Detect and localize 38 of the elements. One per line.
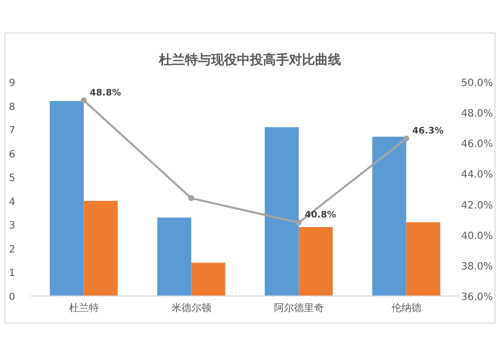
y-tick-label: 6 (8, 149, 16, 160)
bar (264, 127, 299, 296)
y2-tick-label: 48.0% (461, 108, 493, 120)
y-tick-label: 5 (8, 173, 16, 184)
y2-tick-label: 46.0% (461, 139, 493, 150)
point (296, 220, 302, 226)
data-label: 48.8% (90, 88, 121, 98)
bar (406, 222, 440, 296)
bar (372, 136, 406, 296)
bar (191, 262, 226, 296)
y-tick-label: 1 (8, 268, 16, 280)
data-label: 46.3% (412, 126, 444, 137)
bar (84, 200, 118, 296)
y2-tick-label: 50.0% (461, 78, 493, 89)
bar (157, 218, 192, 296)
y-tick-label: 8 (8, 102, 16, 113)
bar (298, 227, 333, 296)
x-tick-label: 杜兰特 (68, 302, 99, 314)
data-label: 40.8% (304, 210, 336, 221)
y-tick-label: 4 (8, 196, 16, 208)
y-tick-label: 9 (8, 78, 16, 89)
point (403, 136, 410, 142)
chart-title: 杜兰特与现役中投高手对比曲线 (158, 52, 341, 68)
x-tick-label: 伦纳德 (391, 302, 422, 314)
y-tick-label: 0 (8, 292, 16, 303)
y2-tick-label: 42.0% (461, 200, 493, 212)
bar (50, 101, 84, 296)
y-tick-label: 2 (8, 244, 16, 256)
y2-tick-label: 36.0% (461, 292, 493, 303)
x-tick-label: 米德尔顿 (171, 302, 212, 314)
y-tick-label: 7 (8, 126, 16, 137)
y2-tick-label: 40.0% (461, 230, 493, 242)
x-tick-label: 阿尔德里奇 (274, 302, 324, 314)
y2-tick-label: 38.0% (461, 261, 493, 272)
y2-tick-label: 44.0% (461, 170, 493, 181)
point (188, 195, 194, 202)
point (80, 97, 87, 104)
y-tick-label: 3 (8, 220, 16, 232)
